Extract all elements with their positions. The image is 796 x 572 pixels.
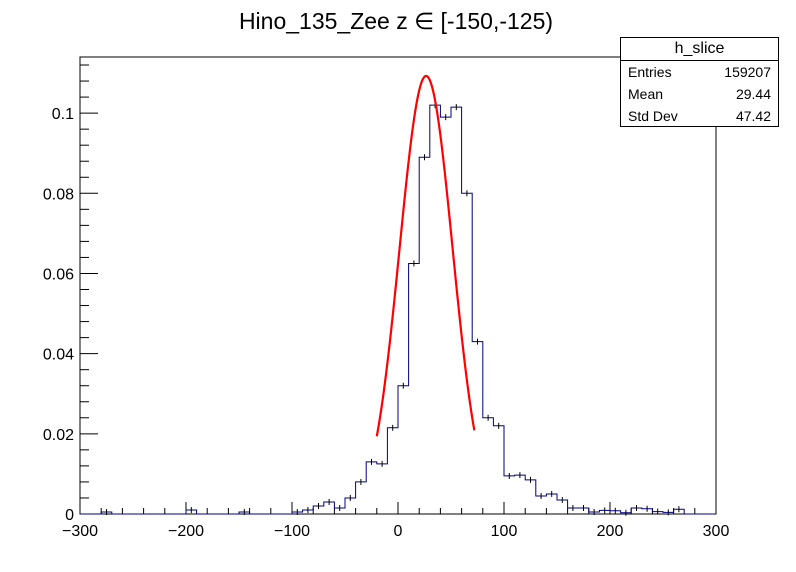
stats-value: 29.44 [735, 86, 771, 102]
y-tick-label: 0.04 [43, 347, 74, 364]
x-tick-label: 0 [394, 523, 403, 540]
stats-row-mean: Mean 29.44 [621, 83, 778, 105]
x-tick-label: −300 [62, 523, 98, 540]
y-tick-label: 0.06 [43, 266, 74, 283]
x-tick-label: 300 [703, 523, 730, 540]
gaussian-fit [375, 74, 476, 437]
stats-value: 47.42 [735, 108, 771, 124]
y-tick-label: 0 [65, 507, 74, 524]
axes: −300 −200 −100 0 100 200 300 0 0.02 0.04 0.06 0.08 0… [43, 64, 730, 540]
x-tick-label: 200 [597, 523, 624, 540]
stats-label: Mean [628, 86, 664, 102]
y-tick-label: 0.08 [43, 186, 74, 203]
x-tick-label: −100 [274, 523, 310, 540]
histogram-series [80, 102, 716, 516]
stats-label: Std Dev [628, 108, 678, 124]
stats-label: Entries [628, 64, 672, 80]
histogram-outline [80, 104, 716, 515]
y-tick-label: 0.02 [43, 427, 74, 444]
stats-title: h_slice [621, 38, 778, 61]
chart-title: Hino_135_Zee z ∈ [-150,-125) [239, 8, 553, 34]
fit-curve [375, 74, 476, 437]
stats-row-stddev: Std Dev 47.42 [621, 105, 778, 127]
stats-row-entries: Entries 159207 [621, 61, 778, 83]
x-tick-label: −200 [168, 523, 204, 540]
stats-value: 159207 [724, 64, 771, 80]
y-tick-label: 0.1 [52, 106, 74, 123]
stats-box: h_slice Entries 159207 Mean 29.44 Std De… [620, 37, 779, 127]
x-tick-label: 100 [491, 523, 518, 540]
